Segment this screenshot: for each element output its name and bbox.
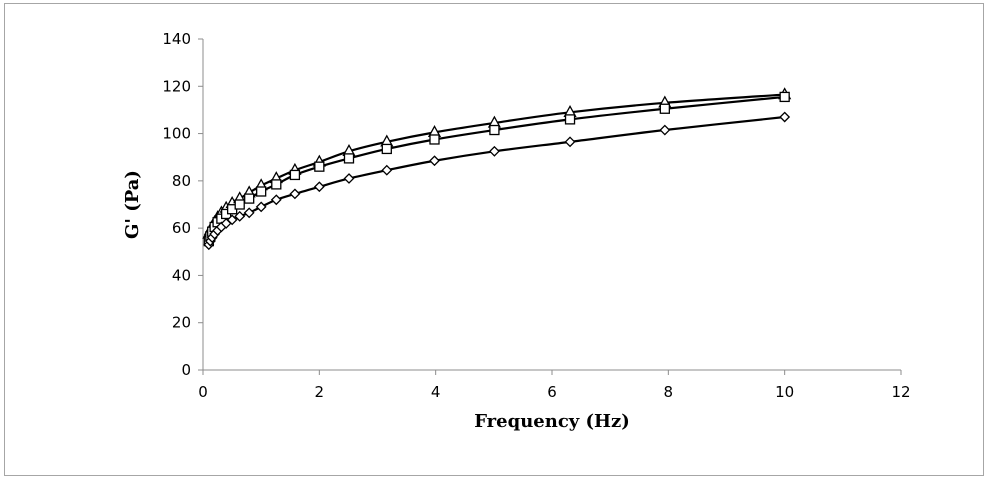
data-point <box>314 161 325 172</box>
data-point <box>255 201 267 213</box>
data-point <box>429 155 440 167</box>
data-point <box>343 153 355 164</box>
data-point <box>659 103 670 114</box>
data-point <box>564 136 576 148</box>
data-point <box>779 111 791 123</box>
y-tick-label: 80 <box>172 172 191 190</box>
data-point <box>659 124 671 136</box>
y-tick-label: 60 <box>172 219 191 237</box>
y-axis-title: G' (Pa) <box>122 170 143 239</box>
data-point <box>313 181 325 193</box>
x-tick-label: 6 <box>547 383 557 401</box>
data-point <box>289 188 301 200</box>
data-point <box>429 134 440 145</box>
data-point <box>488 145 500 157</box>
y-tick-label: 120 <box>162 77 191 95</box>
axes: 0 20 40 60 80 100 120 140 0 2 4 6 8 10 12 <box>162 30 910 401</box>
plot-svg: 0 20 40 60 80 100 120 140 0 2 4 6 8 10 12 Frequency (H… <box>122 30 911 432</box>
series-layer <box>202 87 792 251</box>
x-tick-label: 0 <box>198 383 208 401</box>
series-line <box>207 115 785 246</box>
y-tick-label: 40 <box>172 266 191 284</box>
x-tick-label: 8 <box>664 383 674 401</box>
data-point <box>381 164 393 176</box>
x-tick-label: 10 <box>775 383 794 401</box>
series-diamond <box>203 111 791 251</box>
data-point <box>226 214 238 226</box>
data-point <box>289 169 301 181</box>
series-triangle <box>202 87 792 239</box>
data-point <box>256 186 267 197</box>
x-tick-label: 2 <box>315 383 325 401</box>
y-tick-label: 0 <box>181 361 191 379</box>
x-tick-label: 12 <box>891 383 910 401</box>
y-tick-label: 140 <box>162 30 191 48</box>
data-point <box>234 210 246 222</box>
data-point <box>381 143 392 155</box>
data-point <box>343 173 355 184</box>
x-axis-title: Frequency (Hz) <box>474 411 630 432</box>
data-point <box>489 124 500 136</box>
y-tick-label: 20 <box>172 314 191 332</box>
data-point <box>271 179 282 190</box>
data-point <box>564 114 576 125</box>
data-point <box>234 199 245 210</box>
chart-area: 0 20 40 60 80 100 120 140 0 2 4 6 8 10 12 Frequency (H… <box>4 3 984 476</box>
data-point <box>779 91 790 103</box>
data-point <box>244 193 255 204</box>
data-point <box>270 194 282 206</box>
x-tick-label: 4 <box>431 383 441 401</box>
data-point <box>243 207 255 219</box>
y-tick-label: 100 <box>162 125 191 143</box>
